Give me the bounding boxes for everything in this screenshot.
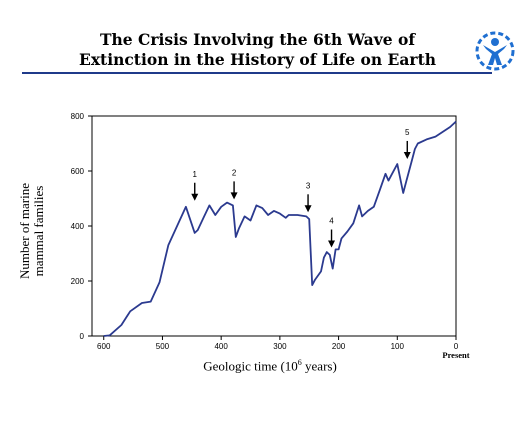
present-label: Present [442, 350, 470, 360]
logo-head [491, 38, 499, 46]
x-tick-label: 100 [391, 342, 405, 351]
title-divider [22, 72, 492, 74]
title-line-2: Extinction in the History of Life on Ear… [79, 50, 436, 69]
extinction-arrow-head [191, 193, 199, 201]
extinction-arrow-head [230, 192, 238, 200]
y-tick-label: 400 [71, 222, 85, 231]
x-tick-label: 400 [214, 342, 228, 351]
extinction-event-label: 5 [405, 128, 410, 137]
logo-icon [475, 31, 515, 71]
extinction-arrow-head [304, 205, 312, 213]
y-tick-label: 200 [71, 277, 85, 286]
extinction-event-label: 2 [232, 168, 237, 177]
x-tick-label: 0 [454, 342, 459, 351]
x-tick-label: 200 [332, 342, 346, 351]
y-tick-label: 800 [71, 112, 85, 121]
x-axis-label-unit: years) [301, 358, 337, 374]
extinction-event-label: 4 [329, 217, 334, 226]
x-tick-label: 500 [156, 342, 170, 351]
x-tick-label: 600 [97, 342, 111, 351]
x-tick-label: 300 [273, 342, 287, 351]
x-axis-label: Geologic time (106 years) [180, 358, 360, 374]
page-title: The Crisis Involving the 6th Wave of Ext… [30, 30, 485, 70]
logo-figure [483, 45, 507, 65]
series-line [103, 120, 457, 337]
x-axis-label-text: Geologic time (10 [203, 358, 298, 374]
y-tick-label: 600 [71, 167, 85, 176]
y-axis-label: Number of marine mammal families [17, 182, 46, 280]
logo-ring [475, 31, 515, 71]
extinction-event-label: 3 [306, 181, 311, 190]
title-line-1: The Crisis Involving the 6th Wave of [99, 30, 415, 49]
x-axis-label-exponent: 6 [297, 358, 302, 367]
extinction-arrow-head [403, 151, 411, 159]
y-tick-label: 0 [80, 332, 85, 341]
extinction-event-label: 1 [193, 170, 198, 179]
extinction-arrow-head [328, 240, 336, 248]
